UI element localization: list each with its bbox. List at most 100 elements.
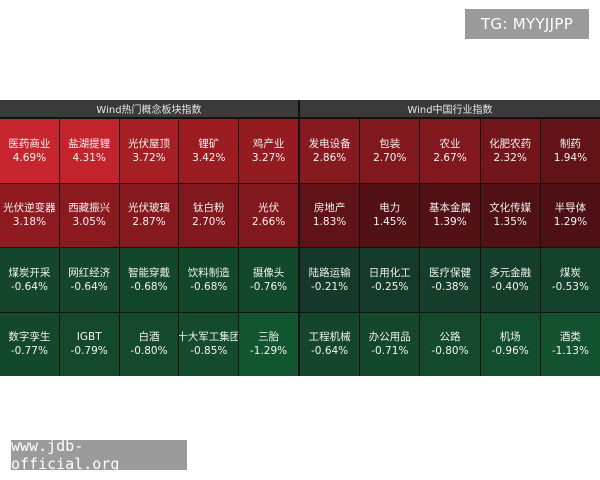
tile-change-value: 2.66% [251, 216, 286, 229]
heatmap-tile[interactable]: 锂矿 3.42% [179, 119, 239, 183]
tile-change-value: 2.32% [493, 151, 527, 164]
tile-change-value: -1.29% [250, 345, 288, 358]
sector-heatmap: Wind热门概念板块指数 医药商业 4.69% 盐湖提锂 4.31% 光伏屋顶 3.72%… [0, 100, 600, 376]
tile-change-value: 1.83% [312, 216, 347, 229]
tile-name: 盐湖提锂 [68, 137, 111, 150]
heatmap-tile[interactable]: 制药 1.94% [540, 119, 600, 183]
tile-change-value: -0.77% [10, 345, 48, 358]
tile-change-value: -0.21% [311, 280, 349, 293]
tile-name: 农业 [439, 137, 461, 150]
tile-name: 西藏振兴 [68, 202, 111, 215]
heatmap-tile[interactable]: 半导体 1.29% [540, 183, 600, 247]
tile-change-value: 3.27% [251, 151, 286, 164]
tile-change-value: 3.42% [192, 151, 226, 164]
heatmap-tile[interactable]: 办公用品 -0.71% [360, 312, 420, 376]
tile-change-value: -0.64% [311, 345, 349, 358]
tile-name: 发电设备 [308, 137, 351, 150]
heatmap-tile[interactable]: 煤炭开采 -0.64% [0, 248, 59, 312]
tile-change-value: 1.35% [493, 216, 527, 229]
heatmap-tile[interactable]: 机场 -0.96% [480, 312, 540, 376]
tile-name: 智能穿戴 [127, 266, 170, 279]
industry-panel-title: Wind中国行业指数 [300, 100, 600, 118]
heatmap-tile[interactable]: 陆路运输 -0.21% [300, 248, 360, 312]
tile-change-value: 1.29% [553, 216, 588, 229]
heatmap-tile[interactable]: 农业 2.67% [420, 119, 480, 183]
tile-change-value: 2.87% [132, 216, 166, 229]
tile-name: 文化传媒 [489, 202, 532, 215]
tile-change-value: 4.69% [12, 151, 47, 164]
tile-name: 医药商业 [8, 137, 51, 150]
tile-name: 多元金融 [489, 266, 532, 279]
tile-name: 包装 [379, 137, 401, 150]
heatmap-tile[interactable]: 数字孪生 -0.77% [0, 312, 59, 376]
heatmap-tile[interactable]: 钛白粉 2.70% [179, 183, 239, 247]
tile-change-value: 2.86% [312, 151, 347, 164]
heatmap-tile[interactable]: 医药商业 4.69% [0, 119, 59, 183]
tile-change-value: -0.96% [491, 345, 529, 358]
heatmap-tile[interactable]: 光伏 2.66% [239, 183, 298, 247]
tile-change-value: 2.70% [192, 216, 226, 229]
tile-name: 锂矿 [198, 137, 220, 150]
heatmap-tile[interactable]: 西藏振兴 3.05% [59, 183, 119, 247]
tile-change-value: -0.71% [371, 345, 409, 358]
tile-name: 鸡产业 [252, 137, 285, 150]
heatmap-tile[interactable]: 房地产 1.83% [300, 183, 360, 247]
tile-name: 陆路运输 [308, 266, 351, 279]
heatmap-tile[interactable]: 化肥农药 2.32% [480, 119, 540, 183]
tile-change-value: 1.39% [433, 216, 467, 229]
tile-name: 日用化工 [368, 266, 411, 279]
tile-change-value: 1.45% [373, 216, 407, 229]
tile-change-value: -0.76% [250, 280, 288, 293]
tile-name: 公路 [439, 331, 461, 344]
tile-name: 半导体 [554, 202, 587, 215]
heatmap-tile[interactable]: 多元金融 -0.40% [480, 248, 540, 312]
tile-name: 光伏屋顶 [127, 137, 170, 150]
tile-name: 光伏玻璃 [127, 202, 170, 215]
heatmap-tile[interactable]: 文化传媒 1.35% [480, 183, 540, 247]
tile-name: 饮料制造 [187, 266, 230, 279]
concept-tile-grid: 医药商业 4.69% 盐湖提锂 4.31% 光伏屋顶 3.72% 锂矿 3.42% 鸡产业 3.2… [0, 118, 298, 376]
heatmap-tile[interactable]: 光伏玻璃 2.87% [119, 183, 179, 247]
heatmap-tile[interactable]: 工程机械 -0.64% [300, 312, 360, 376]
tile-change-value: -0.64% [70, 280, 108, 293]
heatmap-tile[interactable]: 发电设备 2.86% [300, 119, 360, 183]
heatmap-tile[interactable]: 饮料制造 -0.68% [179, 248, 239, 312]
tile-name: 制药 [559, 137, 581, 150]
heatmap-tile[interactable]: 光伏屋顶 3.72% [119, 119, 179, 183]
heatmap-tile[interactable]: 日用化工 -0.25% [360, 248, 420, 312]
tile-change-value: 4.31% [72, 151, 106, 164]
heatmap-tile[interactable]: 盐湖提锂 4.31% [59, 119, 119, 183]
heatmap-tile[interactable]: 电力 1.45% [360, 183, 420, 247]
heatmap-tile[interactable]: 三胎 -1.29% [239, 312, 298, 376]
tile-name: 十大军工集团 [179, 331, 239, 344]
heatmap-tile[interactable]: 酒类 -1.13% [540, 312, 600, 376]
tile-change-value: -1.13% [551, 345, 589, 358]
tile-change-value: 3.18% [12, 216, 47, 229]
tg-badge: TG: MYYJJPP [465, 9, 589, 39]
heatmap-tile[interactable]: IGBT -0.79% [59, 312, 119, 376]
tile-change-value: -0.38% [431, 280, 469, 293]
heatmap-tile[interactable]: 煤炭 -0.53% [540, 248, 600, 312]
heatmap-tile[interactable]: 医疗保健 -0.38% [420, 248, 480, 312]
tile-name: 煤炭开采 [8, 266, 51, 279]
tile-name: 酒类 [559, 331, 581, 344]
heatmap-tile[interactable]: 摄像头 -0.76% [239, 248, 298, 312]
tile-change-value: -0.64% [10, 280, 48, 293]
heatmap-tile[interactable]: 鸡产业 3.27% [239, 119, 298, 183]
heatmap-tile[interactable]: 网红经济 -0.64% [59, 248, 119, 312]
heatmap-tile[interactable]: 基本金属 1.39% [420, 183, 480, 247]
heatmap-tile[interactable]: 智能穿戴 -0.68% [119, 248, 179, 312]
heatmap-tile[interactable]: 包装 2.70% [360, 119, 420, 183]
heatmap-tile[interactable]: 十大军工集团 -0.85% [179, 312, 239, 376]
tile-change-value: -0.68% [130, 280, 168, 293]
industry-index-panel: Wind中国行业指数 发电设备 2.86% 包装 2.70% 农业 2.67% 化肥农药 2.… [300, 100, 600, 376]
tile-name: 三胎 [258, 331, 280, 344]
heatmap-tile[interactable]: 光伏逆变器 3.18% [0, 183, 59, 247]
tile-name: 摄像头 [252, 266, 285, 279]
tile-name: 电力 [379, 202, 401, 215]
heatmap-tile[interactable]: 白酒 -0.80% [119, 312, 179, 376]
tile-name: 光伏 [258, 202, 280, 215]
tile-change-value: -0.68% [190, 280, 228, 293]
tile-change-value: 3.72% [132, 151, 166, 164]
heatmap-tile[interactable]: 公路 -0.80% [420, 312, 480, 376]
